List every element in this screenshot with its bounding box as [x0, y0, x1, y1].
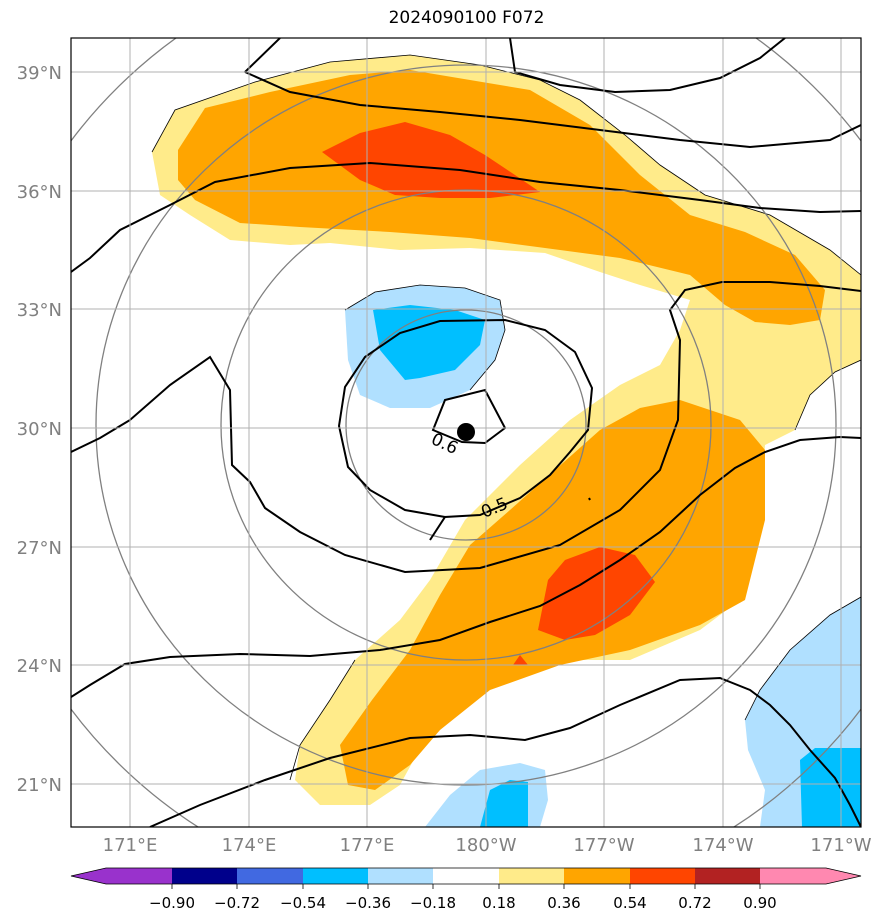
colorbar-segment — [695, 868, 760, 884]
colorbar-extend-high — [826, 868, 861, 884]
lat-label: 21°N — [17, 775, 62, 796]
lat-label: 27°N — [17, 538, 62, 559]
lon-label: 174°W — [692, 835, 753, 856]
longitude-labels: 171°E 174°E 177°E 180°W 177°W 174°W 171°… — [103, 835, 872, 856]
lon-label: 177°W — [573, 835, 634, 856]
colorbar-segment — [237, 868, 303, 884]
colorbar-segment — [368, 868, 433, 884]
map-title: 2024090100 F072 — [388, 8, 545, 28]
colorbar-segment — [433, 868, 499, 884]
colorbar-extend-low — [71, 868, 106, 884]
storm-center-marker — [457, 423, 475, 441]
colorbar-segment — [106, 868, 172, 884]
colorbar-segment — [564, 868, 630, 884]
lat-label: 24°N — [17, 656, 62, 677]
colorbar-segment — [760, 868, 826, 884]
map-plot-area: 0.6 0.5 — [71, 38, 861, 827]
gridlines — [71, 38, 861, 827]
lon-label: 177°E — [340, 835, 395, 856]
colorbar-outline — [70, 867, 862, 885]
lat-label: 39°N — [17, 63, 62, 84]
colorbar-tick-label: 0.18 — [482, 894, 515, 912]
colorbar-tick-label: 0.90 — [743, 894, 776, 912]
colorbar-segment — [172, 868, 237, 884]
lat-label: 30°N — [17, 419, 62, 440]
lon-label: 171°E — [103, 835, 158, 856]
colorbar-tick-label: 0.36 — [547, 894, 580, 912]
colorbar-tick-label: −0.72 — [214, 894, 260, 912]
colorbar: −0.90 −0.72 −0.54 −0.36 −0.18 0.18 0.36 … — [70, 867, 862, 912]
plot-frame — [70, 37, 862, 828]
colorbar-segment — [630, 868, 695, 884]
colorbar-tick-label: −0.90 — [149, 894, 195, 912]
contour-labels: 0.6 0.5 — [428, 429, 511, 522]
black-contours — [71, 38, 861, 827]
colorbar-segment — [499, 868, 564, 884]
lat-label: 36°N — [17, 182, 62, 203]
colorbar-tick-label: −0.18 — [410, 894, 456, 912]
colorbar-tick-label: 0.72 — [678, 894, 711, 912]
latitude-labels: 39°N 36°N 33°N 30°N 27°N 24°N 21°N — [17, 63, 62, 796]
thin-outline-contours — [151, 54, 861, 781]
lon-label: 171°W — [810, 835, 871, 856]
colorbar-segment — [303, 868, 368, 884]
colorbar-tick-label: 0.54 — [613, 894, 646, 912]
colorbar-tick-label: −0.54 — [280, 894, 326, 912]
lon-label: 180°W — [455, 835, 516, 856]
lon-label: 174°E — [222, 835, 277, 856]
contour-label-0-6: 0.6 — [428, 429, 461, 459]
lat-label: 33°N — [17, 300, 62, 321]
colorbar-tick-label: −0.36 — [345, 894, 391, 912]
gray-circular-contours — [71, 38, 861, 827]
shading-negative-mid — [373, 305, 861, 827]
